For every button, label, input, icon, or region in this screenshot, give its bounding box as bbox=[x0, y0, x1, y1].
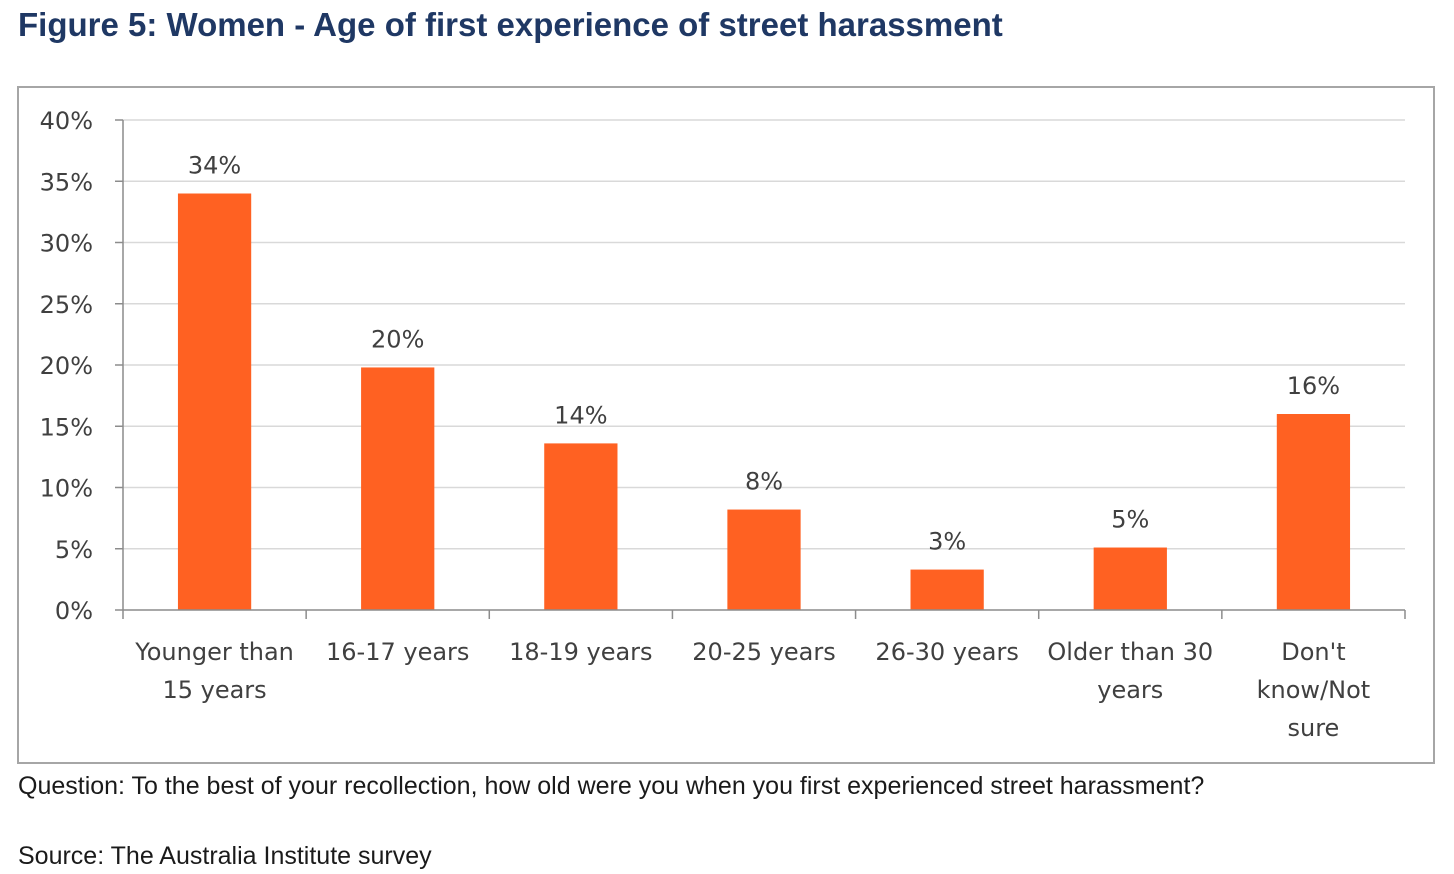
labels: 0% 5% 10% 15% 20% 25% 30% 35% 40% 34% Younger than… bbox=[40, 107, 1371, 742]
bar bbox=[544, 443, 618, 610]
bar-chart: 0% 5% 10% 15% 20% 25% 30% 35% 40% 34% Younger than… bbox=[40, 107, 1406, 742]
axes bbox=[115, 119, 1406, 619]
data-label: 14% bbox=[554, 401, 607, 429]
figure-title: Figure 5: Women - Age of first experienc… bbox=[18, 6, 1003, 43]
data-label: 3% bbox=[928, 528, 966, 556]
question-note: Question: To the best of your recollecti… bbox=[18, 772, 1205, 800]
x-category-label: Younger than bbox=[134, 638, 294, 666]
x-category-label: Older than 30 bbox=[1047, 638, 1213, 666]
x-category-label: 18-19 years bbox=[509, 638, 652, 666]
chart-frame: 0% 5% 10% 15% 20% 25% 30% 35% 40% 34% Younger than… bbox=[17, 86, 1435, 764]
bar bbox=[727, 509, 801, 610]
y-tick-label: 35% bbox=[40, 168, 93, 196]
data-label: 20% bbox=[371, 325, 424, 353]
data-label: 16% bbox=[1287, 372, 1340, 400]
y-tick-label: 30% bbox=[40, 230, 93, 258]
y-tick-label: 40% bbox=[40, 107, 93, 135]
data-label: 5% bbox=[1111, 506, 1149, 534]
x-category-label: 20-25 years bbox=[692, 638, 835, 666]
source-note: Source: The Australia Institute survey bbox=[18, 842, 432, 870]
data-label: 34% bbox=[188, 152, 241, 180]
data-label: 8% bbox=[745, 468, 783, 496]
bars bbox=[177, 193, 1351, 610]
y-tick-label: 25% bbox=[40, 291, 93, 319]
x-category-label: years bbox=[1097, 676, 1163, 704]
y-tick-label: 15% bbox=[40, 413, 93, 441]
x-category-label: 26-30 years bbox=[875, 638, 1018, 666]
x-category-label: sure bbox=[1288, 714, 1340, 742]
x-category-label: 15 years bbox=[162, 676, 266, 704]
bar bbox=[361, 367, 435, 610]
y-tick-label: 5% bbox=[55, 536, 93, 564]
y-tick-label: 0% bbox=[55, 597, 93, 625]
x-category-label: 16-17 years bbox=[326, 638, 469, 666]
y-tick-label: 20% bbox=[40, 352, 93, 380]
x-category-label: know/Not bbox=[1257, 676, 1371, 704]
gridlines bbox=[123, 119, 1405, 550]
y-tick-label: 10% bbox=[40, 475, 93, 503]
bar bbox=[177, 193, 252, 610]
x-category-label: Don't bbox=[1281, 638, 1345, 666]
bar bbox=[910, 569, 984, 610]
bar bbox=[1276, 414, 1351, 610]
bar bbox=[1093, 547, 1167, 610]
